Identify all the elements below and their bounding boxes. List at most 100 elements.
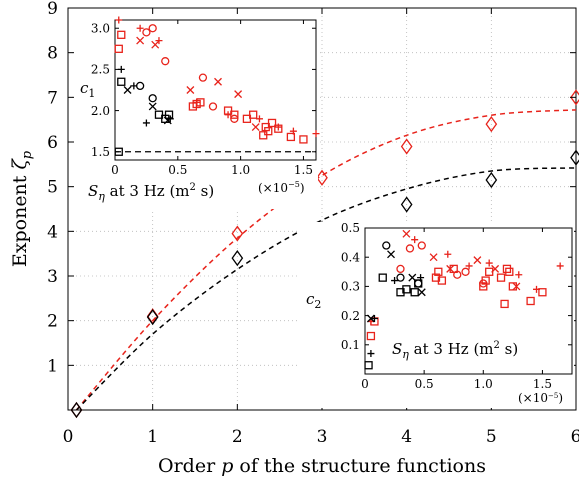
point-s1-2 — [161, 57, 170, 66]
point-s5-2 — [414, 279, 423, 288]
point-s4-1 — [378, 273, 387, 282]
inset2-frame — [364, 227, 573, 375]
point-s1-2 — [231, 250, 244, 267]
x-tick-label-1: 0.5 — [415, 377, 434, 391]
point-s0-9 — [496, 273, 506, 282]
main-x-axis-label: Order p of the structure functions — [158, 455, 486, 477]
inset1-x-ticks: 0 0.5 1.0 1.5 — [111, 20, 313, 177]
x-tick-label-3: 1.5 — [533, 377, 552, 391]
inset2-x-axis-label: Sη at 3 Hz (m2 s) — [392, 340, 518, 361]
y-tick-label-6: 7 — [47, 88, 58, 108]
point-s6-1 — [387, 250, 395, 259]
point-s0-11 — [505, 267, 514, 276]
y-tick-label-3: 0.4 — [341, 250, 360, 264]
inset1-y-axis-label: c1 — [80, 79, 95, 100]
point-s0-0 — [114, 44, 123, 53]
inset2-y-ticks: 0.1 0.2 0.3 0.4 0.5 — [341, 221, 572, 352]
point-s6-0 — [366, 314, 375, 323]
x-tick-label-1: 1 — [147, 427, 158, 447]
point-s7-0 — [367, 350, 375, 358]
point-s5-1 — [148, 94, 157, 103]
point-s2-0 — [136, 36, 145, 45]
x-tick-label-2: 1.0 — [474, 377, 493, 391]
point-s3-5 — [515, 271, 523, 279]
inset2-x-multiplier: (×10−5) — [518, 391, 563, 405]
point-s0-6 — [479, 282, 488, 291]
point-s3-2 — [444, 250, 452, 258]
point-s1-1 — [148, 24, 157, 33]
point-s4-0 — [364, 361, 373, 370]
main-y-axis-label: Exponent ζp — [9, 150, 35, 267]
y-tick-label-0: 0.1 — [341, 338, 360, 352]
y-tick-label-3: 3.0 — [91, 21, 110, 35]
main-x-ticks: 0 1 2 3 4 5 6 — [63, 8, 579, 447]
point-s3-5 — [255, 115, 263, 123]
point-s1-6 — [570, 149, 579, 166]
y-tick-label-4: 0.5 — [341, 221, 360, 235]
x-tick-label-3: 3 — [317, 427, 328, 447]
point-s0-2 — [231, 225, 244, 242]
point-s7-2 — [142, 119, 150, 127]
point-s3-7 — [289, 127, 297, 135]
point-s5-1 — [396, 273, 405, 282]
inset2-background — [300, 222, 574, 408]
point-s2-1 — [151, 40, 160, 49]
inset1-x-axis-label: Sη at 3 Hz (m2 s) — [88, 182, 214, 203]
point-s0-5 — [485, 116, 498, 133]
point-s0-1 — [117, 30, 126, 39]
point-s7-3 — [166, 115, 174, 123]
y-tick-label-8: 9 — [47, 0, 58, 19]
point-s3-3 — [465, 262, 473, 270]
y-tick-label-1: 0.2 — [341, 309, 360, 323]
point-s2-4 — [234, 90, 243, 99]
point-s0-15 — [259, 131, 268, 140]
inset1-x-multiplier: (×10−5) — [258, 180, 305, 195]
y-tick-label-0: 1 — [47, 356, 58, 376]
point-s2-3 — [473, 256, 482, 265]
point-s0-0 — [366, 331, 376, 341]
inset1-frame — [114, 19, 317, 161]
main-fit-curves — [75, 109, 577, 411]
y-tick-label-3: 4 — [47, 222, 58, 242]
point-s0-6 — [570, 89, 579, 106]
x-tick-label-2: 1.0 — [231, 163, 250, 177]
point-s1-0 — [396, 264, 405, 274]
point-s0-8 — [249, 110, 258, 119]
point-s1-0 — [142, 28, 151, 37]
x-tick-label-1: 0.5 — [168, 163, 187, 177]
point-s2-2 — [446, 264, 455, 273]
point-s0-4 — [400, 138, 413, 155]
point-s0-11 — [267, 118, 277, 128]
main-y-ticks: 1 2 3 4 5 6 7 8 9 — [47, 0, 576, 376]
point-s1-0 — [70, 401, 83, 419]
point-s3-4 — [485, 259, 493, 267]
point-s1-5 — [485, 171, 498, 189]
point-s0-14 — [299, 135, 308, 144]
point-s3-8 — [312, 130, 320, 138]
inset1-background — [75, 14, 318, 209]
x-tick-label-2: 2 — [232, 427, 243, 447]
point-s3-6 — [274, 123, 282, 131]
y-tick-label-7: 8 — [47, 44, 58, 64]
x-tick-label-6: 6 — [571, 427, 579, 447]
point-s1-4 — [208, 102, 218, 111]
point-s2-4 — [491, 264, 500, 273]
point-s4-1 — [117, 77, 126, 86]
fit-curve-1 — [75, 167, 577, 411]
x-tick-label-3: 1.5 — [294, 163, 313, 177]
point-s1-1 — [146, 308, 159, 326]
point-s3-1 — [136, 24, 144, 32]
point-s0-13 — [526, 296, 535, 306]
point-s3-1 — [411, 236, 419, 244]
point-s0-3 — [316, 169, 328, 186]
point-s1-3 — [453, 270, 462, 279]
point-s4-3 — [402, 285, 411, 294]
point-s1-2 — [417, 241, 426, 250]
point-s5-0 — [382, 241, 391, 250]
x-tick-label-5: 5 — [486, 427, 497, 447]
point-s1-3 — [198, 73, 208, 82]
inset2-markers — [364, 229, 564, 370]
point-s2-1 — [429, 253, 438, 262]
y-tick-label-1: 2 — [47, 312, 58, 332]
y-tick-label-1: 2.0 — [91, 104, 110, 118]
